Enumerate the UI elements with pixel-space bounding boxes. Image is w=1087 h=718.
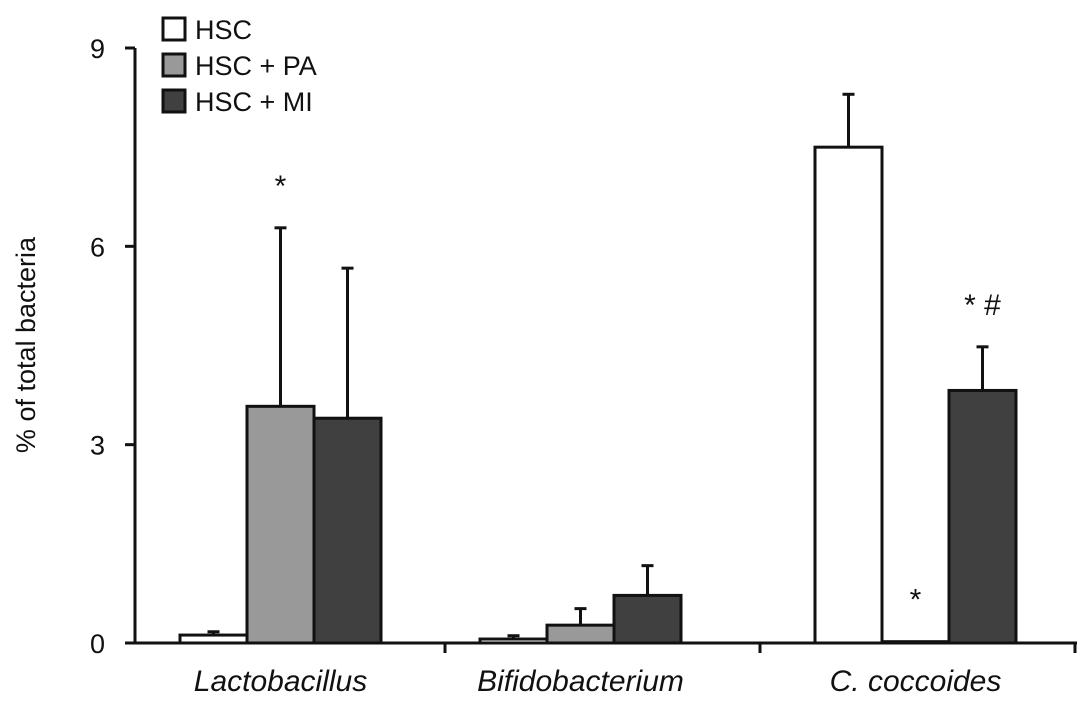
bar (813, 145, 884, 645)
legend: HSC HSC + PA HSC + MI (161, 15, 317, 117)
bar (312, 416, 383, 645)
bar (545, 623, 616, 645)
labels: 0 3 6 9 % of total bacteria * Lactobacillus Bif… (11, 34, 1001, 698)
y-tick-label: 6 (90, 232, 105, 262)
legend-swatch (161, 88, 187, 114)
legend-swatch (161, 16, 187, 42)
legend-label: HSC + MI (195, 87, 313, 117)
category-label: C. coccoides (830, 665, 1002, 698)
bars (178, 92, 1018, 645)
y-tick-label: 0 (90, 629, 105, 659)
bar (947, 388, 1018, 645)
legend-swatch (161, 52, 187, 78)
y-tick-label: 3 (90, 431, 105, 461)
significance-label: * # (964, 289, 1001, 322)
bar (880, 640, 951, 645)
bar (478, 637, 549, 645)
y-axis-label: % of total bacteria (11, 236, 41, 453)
bar (178, 633, 249, 645)
significance-label: * (910, 584, 922, 617)
bar (245, 404, 316, 645)
significance-label: * (275, 170, 287, 203)
y-tick-label: 9 (90, 34, 105, 64)
legend-label: HSC (195, 15, 252, 45)
legend-label: HSC + PA (195, 51, 317, 81)
bar (612, 593, 683, 645)
category-label: Lactobacillus (194, 665, 367, 698)
category-label: Bifidobacterium (477, 665, 684, 698)
